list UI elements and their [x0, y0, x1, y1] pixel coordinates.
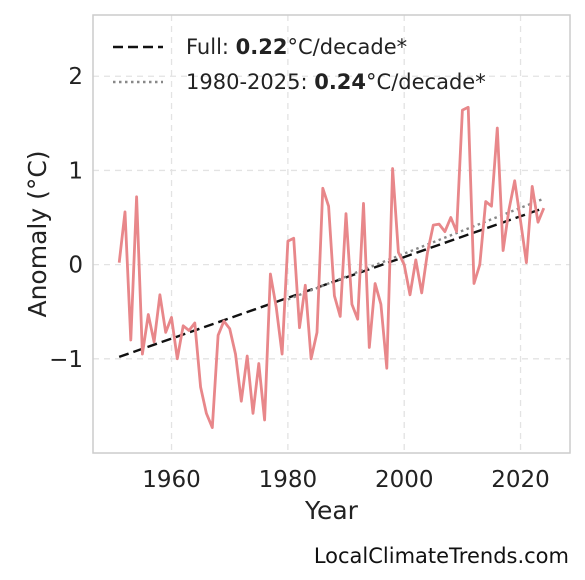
legend-label-suffix: °C/decade*	[366, 70, 486, 94]
y-tick-label: −1	[49, 347, 83, 373]
legend-label: Full: 0.22°C/decade*	[186, 35, 407, 59]
legend-label-value: 0.24	[314, 70, 366, 94]
legend: Full: 0.22°C/decade*1980-2025: 0.24°C/de…	[113, 35, 486, 94]
x-tick-label: 2020	[491, 467, 550, 493]
y-tick-label: 2	[68, 64, 83, 90]
grid	[93, 15, 570, 453]
tick-labels: 1960 1980 2000 2020 −1 0 1 2	[49, 64, 550, 493]
recent-trend-line	[287, 197, 545, 301]
plot-frame	[92, 14, 571, 454]
legend-label: 1980-2025: 0.24°C/decade*	[186, 70, 486, 94]
legend-label-prefix: 1980-2025:	[186, 70, 314, 94]
y-axis-title: Anomaly (°C)	[23, 150, 52, 317]
x-tick-label: 1960	[142, 467, 201, 493]
x-axis-title: Year	[304, 496, 359, 525]
y-tick-label: 1	[68, 158, 83, 184]
legend-label-value: 0.22	[236, 35, 288, 59]
legend-label-prefix: Full:	[186, 35, 236, 59]
series-lines	[117, 105, 546, 430]
x-tick-label: 1980	[259, 467, 318, 493]
watermark: LocalClimateTrends.com	[313, 544, 569, 568]
anomaly-series-line	[117, 105, 546, 430]
y-tick-label: 0	[68, 253, 83, 279]
x-tick-label: 2000	[375, 467, 434, 493]
legend-label-suffix: °C/decade*	[288, 35, 408, 59]
